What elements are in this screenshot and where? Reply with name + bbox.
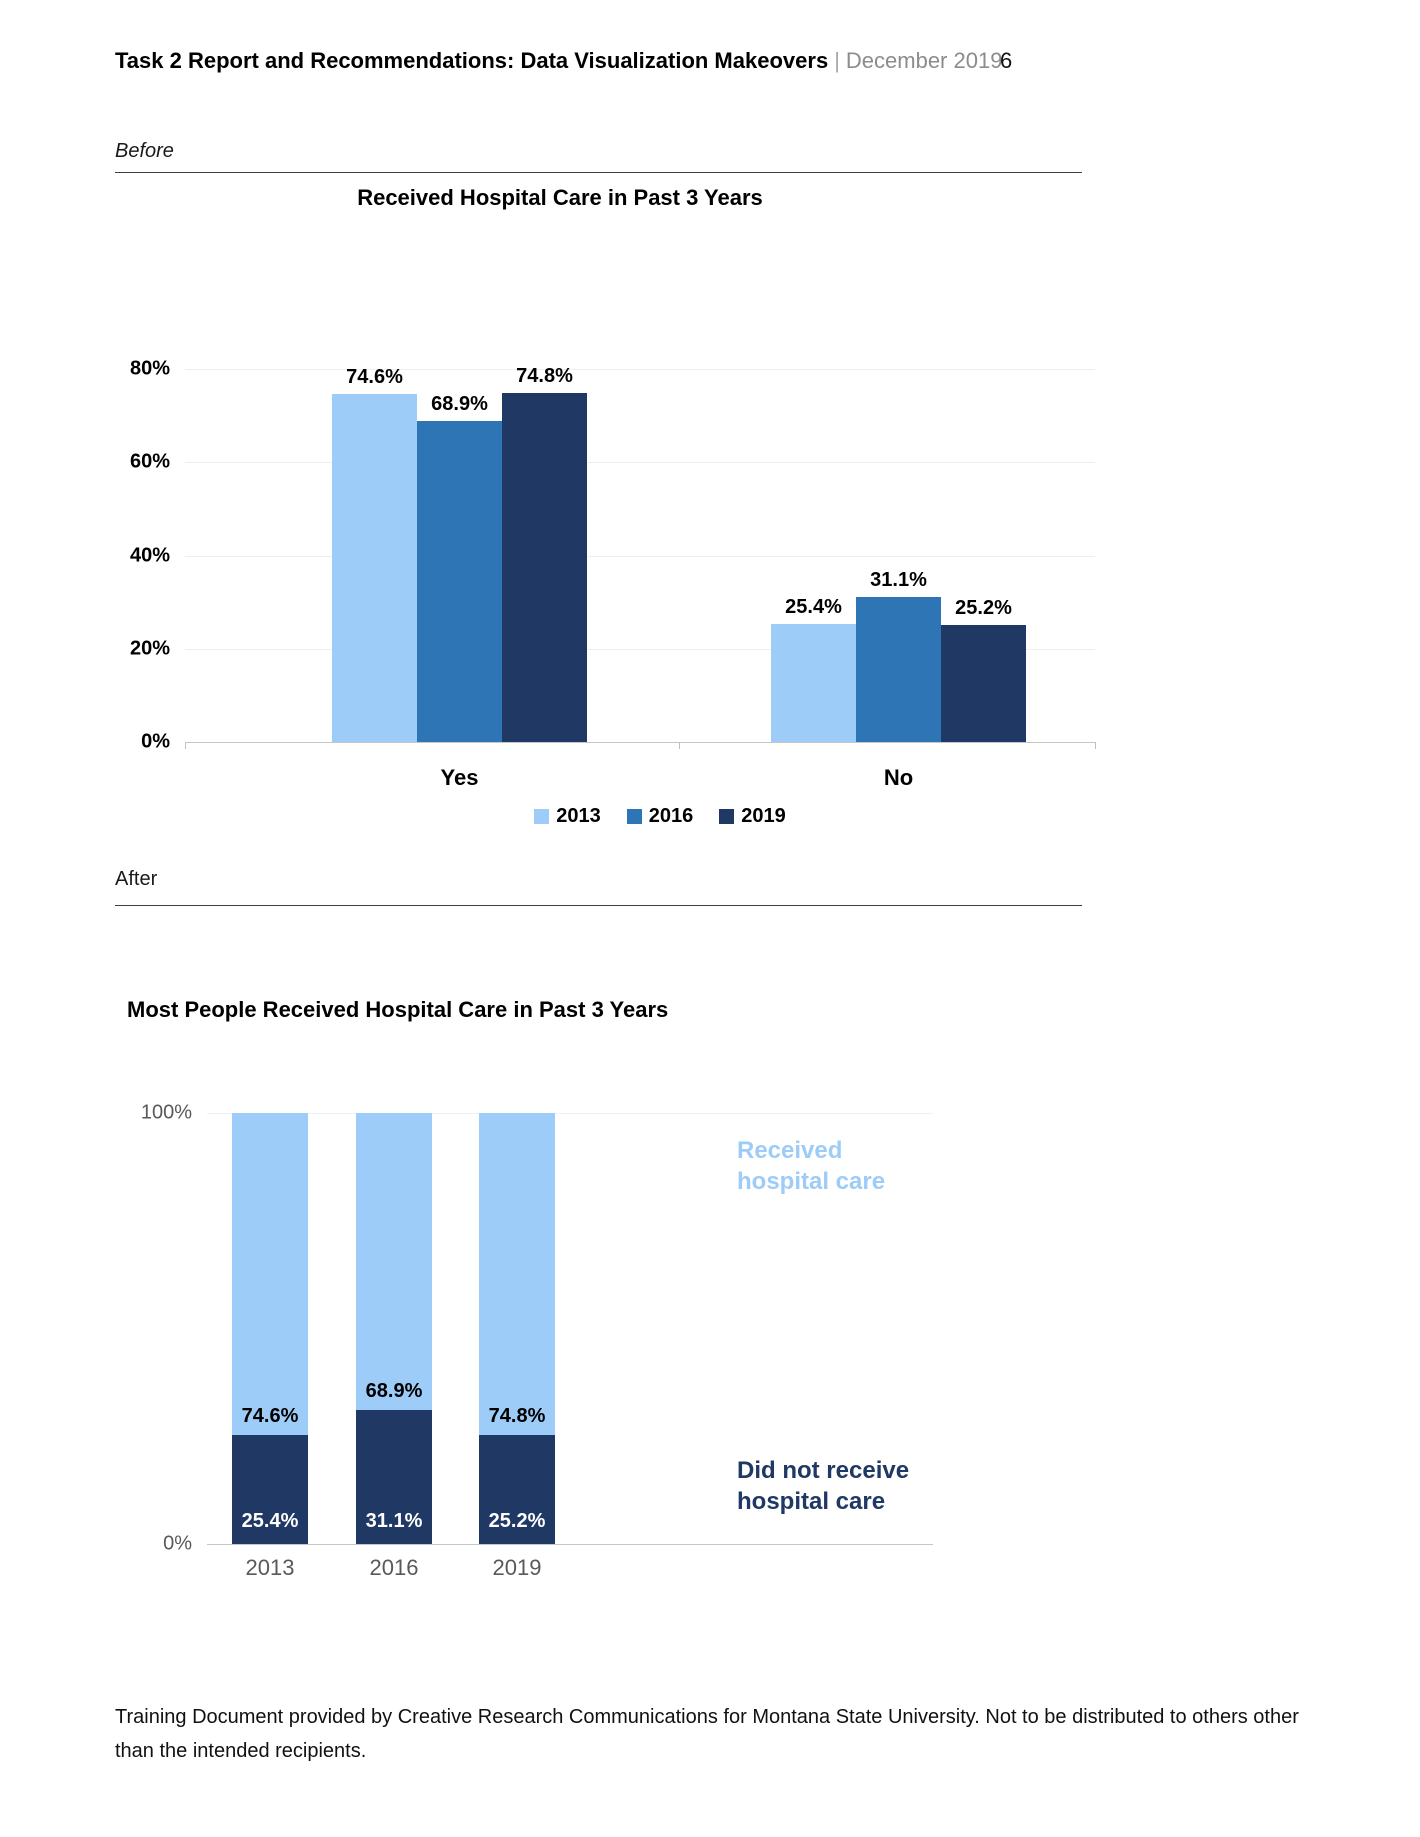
gridline-0% (207, 1544, 933, 1545)
gridline-0% (185, 742, 1095, 743)
bar-value-label-2019-yes: 74.8% (516, 365, 573, 388)
after-chart-plot: 100% 0% 25.4% 74.6% 2013 31.1% 68.9% 2016 25.2% 7… (115, 995, 1245, 1655)
legend-swatch-2016 (626, 809, 642, 824)
before-section-rule (115, 172, 1082, 173)
header-date: December 2019 (845, 48, 1003, 73)
x-axis-tickmark-1 (679, 742, 680, 749)
footer-disclaimer: Training Document provided by Creative R… (115, 1706, 1299, 1762)
x-axis-tickmark-2 (1095, 742, 1096, 749)
gridline-20% (185, 648, 1095, 650)
y-axis-label-0%: 0% (163, 1532, 192, 1555)
stack-light-label-2019: 74.8% (488, 1405, 546, 1428)
gridline-100% (207, 1113, 933, 1114)
x-category-label-2016: 2016 (369, 1555, 419, 1580)
stack-dark-2019 (479, 1435, 555, 1544)
did-not-receive-annotation: Did not receive hospital care (737, 1457, 910, 1515)
stack-light-2016 (356, 1113, 432, 1410)
gridline-40% (185, 555, 1095, 557)
stack-light-2013 (232, 1113, 308, 1435)
after-chart: Most People Received Hospital Care in Pa… (115, 995, 1245, 1655)
received-care-annotation: Received hospital care (737, 1137, 886, 1195)
stack-light-label-2016: 68.9% (365, 1379, 423, 1402)
legend-item-2013: 2013 (534, 805, 601, 828)
gridline-60% (185, 462, 1095, 464)
bar-2013-yes (332, 394, 417, 742)
bar-2016-yes (417, 420, 502, 742)
stack-dark-label-2019: 25.2% (488, 1510, 546, 1532)
legend-label-2019: 2019 (741, 805, 786, 827)
y-axis-label-60%: 60% (129, 450, 170, 473)
x-axis-tickmark-0 (185, 742, 186, 749)
y-axis-label-40%: 40% (129, 544, 170, 566)
after-chart-title: Most People Received Hospital Care in Pa… (127, 997, 669, 1022)
before-section-label: Before (115, 140, 174, 162)
legend-swatch-2013 (534, 809, 550, 824)
y-axis-label-100%: 100% (140, 1101, 192, 1124)
stack-light-2019 (479, 1113, 555, 1436)
bar-value-label-2013-yes: 74.6% (346, 366, 403, 389)
legend-swatch-2019 (719, 809, 735, 824)
bar-value-label-2013-no: 25.4% (785, 595, 842, 618)
before-chart-title: Received Hospital Care in Past 3 Years (357, 185, 763, 210)
after-section-rule (115, 905, 1082, 906)
header-separator: | (834, 48, 840, 73)
bar-value-label-2016-no: 31.1% (870, 568, 927, 591)
x-category-label-yes: Yes (440, 765, 479, 790)
before-chart: Received Hospital Care in Past 3 Years 8… (115, 175, 1125, 845)
x-category-label-no: No (883, 765, 914, 790)
stack-light-label-2013: 74.6% (241, 1404, 299, 1427)
page-header: Task 2 Report and Recommendations: Data … (115, 48, 1355, 74)
y-axis-label-80%: 80% (129, 357, 170, 380)
legend-label-2013: 2013 (556, 805, 601, 827)
bar-2019-yes (502, 393, 587, 742)
after-section-label: After (115, 868, 158, 890)
stack-dark-2013 (232, 1434, 308, 1544)
x-category-label-2013: 2013 (245, 1555, 295, 1580)
bar-value-label-2019-no: 25.2% (955, 596, 1012, 619)
stack-dark-2016 (356, 1409, 432, 1544)
page-number: 6 (1000, 48, 1013, 73)
x-category-label-2019: 2019 (492, 1555, 542, 1580)
bar-2019-no (941, 624, 1026, 742)
before-chart-legend: 2013 2016 2019 (215, 805, 1105, 828)
stack-dark-label-2013: 25.4% (241, 1510, 299, 1532)
y-axis-label-0%: 0% (141, 730, 170, 753)
gridline-80% (185, 369, 1095, 370)
bar-value-label-2016-yes: 68.9% (431, 392, 488, 415)
legend-label-2016: 2016 (648, 805, 694, 827)
stack-dark-label-2016: 31.1% (365, 1510, 423, 1532)
legend-item-2019: 2019 (719, 805, 786, 828)
legend-item-2016: 2016 (626, 805, 694, 828)
bar-2013-no (771, 623, 856, 742)
before-chart-plot: 80% 60% 40% 20% 0% 74.6% 68.9% 74.8% Yes 25.4% 31.… (115, 175, 1125, 845)
bar-2016-no (856, 596, 941, 742)
y-axis-label-20%: 20% (129, 637, 170, 660)
header-title: Task 2 Report and Recommendations: Data … (115, 48, 829, 73)
